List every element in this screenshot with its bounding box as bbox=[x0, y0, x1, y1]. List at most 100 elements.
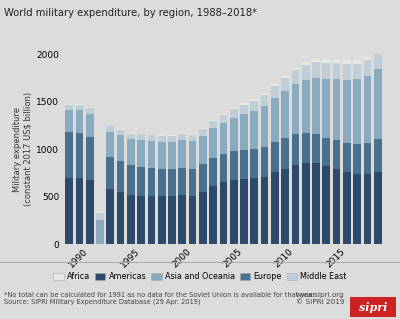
Bar bbox=[271, 86, 279, 98]
Bar bbox=[65, 178, 73, 244]
Bar bbox=[86, 108, 94, 114]
Bar bbox=[302, 163, 310, 244]
Bar bbox=[261, 147, 268, 177]
Bar bbox=[168, 169, 176, 196]
Bar bbox=[209, 158, 217, 186]
Bar bbox=[127, 165, 135, 195]
Bar bbox=[65, 132, 73, 178]
Bar bbox=[65, 110, 73, 132]
Bar bbox=[281, 91, 289, 138]
Bar bbox=[240, 103, 248, 105]
Bar bbox=[281, 168, 289, 244]
Bar bbox=[86, 114, 94, 137]
Bar bbox=[220, 122, 227, 154]
Bar bbox=[322, 138, 330, 166]
Bar bbox=[148, 168, 155, 196]
Bar bbox=[343, 172, 351, 244]
Bar bbox=[322, 59, 330, 63]
Bar bbox=[292, 68, 299, 70]
Bar bbox=[117, 130, 124, 136]
Bar bbox=[302, 133, 310, 163]
Bar bbox=[364, 174, 371, 244]
Bar bbox=[189, 141, 196, 169]
Bar bbox=[137, 167, 145, 196]
Bar bbox=[312, 78, 320, 134]
Bar bbox=[374, 54, 382, 69]
Bar bbox=[281, 138, 289, 168]
Bar bbox=[220, 154, 227, 182]
Bar bbox=[209, 121, 217, 128]
Bar bbox=[106, 126, 114, 132]
Bar bbox=[333, 79, 340, 140]
Bar bbox=[106, 157, 114, 189]
Bar bbox=[292, 134, 299, 165]
Bar bbox=[250, 111, 258, 149]
Bar bbox=[168, 135, 176, 136]
Bar bbox=[374, 139, 382, 172]
Bar bbox=[240, 179, 248, 244]
Bar bbox=[322, 63, 330, 79]
Bar bbox=[158, 136, 166, 142]
Bar bbox=[281, 76, 289, 78]
Bar bbox=[76, 105, 83, 110]
Bar bbox=[96, 212, 104, 213]
Bar bbox=[65, 104, 73, 105]
Bar bbox=[106, 189, 114, 244]
Bar bbox=[312, 59, 320, 62]
Bar bbox=[312, 62, 320, 78]
Bar bbox=[240, 105, 248, 114]
Bar bbox=[209, 120, 217, 121]
Bar bbox=[199, 129, 207, 136]
Bar bbox=[364, 143, 371, 174]
Bar bbox=[199, 192, 207, 244]
Bar bbox=[137, 196, 145, 244]
Bar bbox=[220, 115, 227, 122]
Bar bbox=[199, 164, 207, 192]
Bar bbox=[96, 213, 104, 219]
Bar bbox=[148, 196, 155, 244]
Bar bbox=[178, 168, 186, 195]
Bar bbox=[158, 169, 166, 196]
Bar bbox=[333, 140, 340, 169]
Bar bbox=[292, 165, 299, 244]
Bar bbox=[96, 219, 104, 244]
Bar bbox=[158, 196, 166, 244]
Bar bbox=[271, 84, 279, 86]
Bar bbox=[240, 114, 248, 150]
Text: sipri: sipri bbox=[359, 301, 387, 313]
Bar bbox=[178, 134, 186, 140]
Bar bbox=[117, 160, 124, 192]
Bar bbox=[343, 64, 351, 80]
Bar bbox=[178, 140, 186, 168]
Bar bbox=[230, 151, 238, 180]
Bar bbox=[117, 129, 124, 130]
Bar bbox=[261, 106, 268, 147]
Bar bbox=[199, 136, 207, 164]
Bar bbox=[353, 63, 361, 79]
Bar bbox=[230, 180, 238, 244]
Bar bbox=[353, 144, 361, 174]
Bar bbox=[199, 128, 207, 129]
Bar bbox=[250, 178, 258, 244]
Bar bbox=[271, 142, 279, 172]
Bar bbox=[374, 69, 382, 139]
Bar bbox=[302, 80, 310, 133]
Legend: Africa, Americas, Asia and Oceania, Europe, Middle East: Africa, Americas, Asia and Oceania, Euro… bbox=[53, 272, 347, 281]
Text: World military expenditure, by region, 1988–2018*: World military expenditure, by region, 1… bbox=[4, 8, 257, 18]
Bar bbox=[343, 143, 351, 172]
Bar bbox=[86, 107, 94, 108]
Bar bbox=[220, 114, 227, 115]
Bar bbox=[86, 137, 94, 181]
Bar bbox=[230, 108, 238, 109]
Bar bbox=[158, 142, 166, 169]
Bar bbox=[333, 63, 340, 79]
Bar bbox=[209, 128, 217, 158]
Bar bbox=[148, 141, 155, 168]
Bar bbox=[168, 142, 176, 169]
Bar bbox=[374, 50, 382, 54]
Bar bbox=[189, 169, 196, 196]
Bar bbox=[127, 134, 135, 139]
Bar bbox=[230, 118, 238, 151]
Bar bbox=[322, 166, 330, 244]
Bar bbox=[76, 133, 83, 178]
